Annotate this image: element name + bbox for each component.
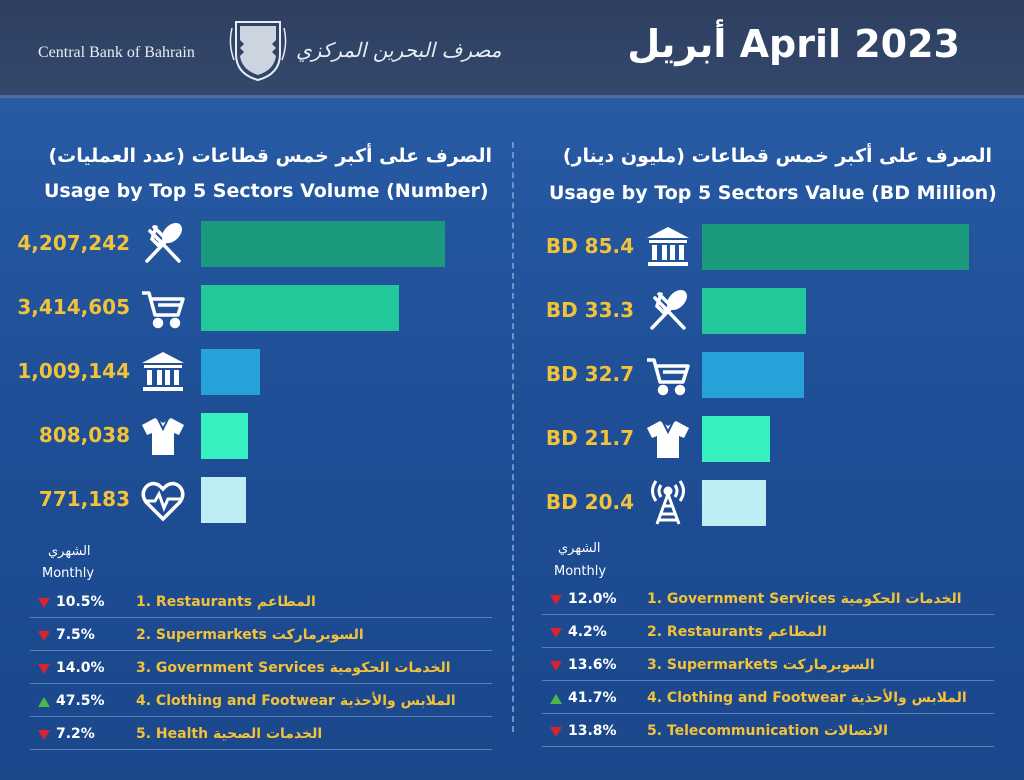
arrow-down-icon: [550, 628, 562, 638]
ranking-row: 7.2% 5. Health الخدمات الصحية: [30, 720, 492, 750]
arrow-up-icon: [38, 697, 50, 707]
ranking-label: 4. Clothing and Footwear الملابس والأحذي…: [647, 690, 967, 706]
telecom-icon: [643, 478, 693, 528]
bar-value-label: 1,009,144: [17, 359, 130, 383]
ranking-row: 13.6% 3. Supermarkets السوبرماركت: [542, 651, 994, 681]
ranking-label: 1. Government Services الخدمات الحكومية: [647, 591, 962, 607]
ranking-change: 13.8%: [568, 723, 617, 739]
bar-value-label: 3,414,605: [17, 295, 130, 319]
value-title-arabic: الصرف على أكبر خمس قطاعات (مليون دينار): [562, 145, 992, 167]
page-title: أبريل April 2023: [627, 22, 960, 66]
bar: [201, 413, 248, 459]
bar-value-label: BD 32.7: [545, 362, 634, 386]
arrow-up-icon: [550, 694, 562, 704]
bar: [201, 477, 246, 523]
cart-icon: [138, 283, 188, 333]
value-title: Usage by Top 5 Sectors Value (BD Million…: [549, 182, 997, 204]
bar-value-label: BD 85.4: [545, 234, 634, 258]
ranking-label: 5. Telecommunication الاتصالات: [647, 723, 888, 739]
ranking-label: 2. Restaurants المطاعم: [647, 624, 827, 640]
ranking-row: 4.2% 2. Restaurants المطاعم: [542, 618, 994, 648]
ranking-label: 2. Supermarkets السوبرماركت: [136, 627, 364, 643]
ranking-label: 1. Restaurants المطاعم: [136, 594, 316, 610]
volume-monthly-label-arabic: الشهري: [48, 544, 91, 559]
government-icon: [138, 347, 188, 397]
arrow-down-icon: [38, 664, 50, 674]
ranking-row: 10.5% 1. Restaurants المطاعم: [30, 588, 492, 618]
ranking-label: 5. Health الخدمات الصحية: [136, 726, 323, 742]
ranking-row: 13.8% 5. Telecommunication الاتصالات: [542, 717, 994, 747]
value-monthly-label: Monthly: [554, 564, 607, 579]
ranking-row: 14.0% 3. Government Services الخدمات الحك…: [30, 654, 492, 684]
restaurant-icon: [138, 219, 188, 269]
bar: [702, 352, 805, 398]
ranking-change: 12.0%: [568, 591, 617, 607]
arrow-down-icon: [38, 598, 50, 608]
ranking-change: 4.2%: [568, 624, 607, 640]
volume-title-arabic: الصرف على أكبر خمس قطاعات (عدد العمليات): [48, 145, 492, 167]
restaurant-icon: [643, 286, 693, 336]
bar: [702, 288, 807, 334]
ranking-label: 4. Clothing and Footwear الملابس والأحذي…: [136, 693, 456, 709]
bar: [201, 349, 260, 395]
ranking-change: 47.5%: [56, 693, 105, 709]
bank-name-arabic: مصرف البحرين المركزي: [296, 38, 502, 62]
arrow-down-icon: [38, 730, 50, 740]
bar: [702, 416, 770, 462]
cart-icon: [643, 350, 693, 400]
government-icon: [643, 222, 693, 272]
arrow-down-icon: [550, 661, 562, 671]
shirt-icon: [643, 414, 693, 464]
ranking-change: 13.6%: [568, 657, 617, 673]
ranking-change: 14.0%: [56, 660, 105, 676]
ranking-label: 3. Supermarkets السوبرماركت: [647, 657, 875, 673]
bar-value-label: 808,038: [38, 423, 130, 447]
bar-value-label: BD 21.7: [545, 426, 634, 450]
shirt-icon: [138, 411, 188, 461]
arrow-down-icon: [550, 727, 562, 737]
arrow-down-icon: [38, 631, 50, 641]
volume-title: Usage by Top 5 Sectors Volume (Number): [44, 180, 489, 202]
ranking-change: 7.2%: [56, 726, 95, 742]
ranking-row: 12.0% 1. Government Services الخدمات الحك…: [542, 585, 994, 615]
header-banner: Central Bank of Bahrain مصرف البحرين الم…: [0, 0, 1024, 98]
bar-value-label: 771,183: [38, 487, 130, 511]
bank-emblem-icon: [229, 21, 287, 82]
ranking-row: 41.7% 4. Clothing and Footwear الملابس وا…: [542, 684, 994, 714]
bar: [702, 224, 969, 270]
health-icon: [138, 475, 188, 525]
panel-divider: [512, 142, 514, 732]
value-monthly-label-arabic: الشهري: [558, 541, 601, 556]
ranking-change: 41.7%: [568, 690, 617, 706]
volume-monthly-label: Monthly: [42, 566, 95, 581]
ranking-change: 7.5%: [56, 627, 95, 643]
ranking-row: 47.5% 4. Clothing and Footwear الملابس وا…: [30, 687, 492, 717]
bar-value-label: 4,207,242: [17, 231, 130, 255]
ranking-row: 7.5% 2. Supermarkets السوبرماركت: [30, 621, 492, 651]
bar: [201, 285, 400, 331]
bar-value-label: BD 20.4: [545, 490, 634, 514]
bar: [702, 480, 766, 526]
ranking-change: 10.5%: [56, 594, 105, 610]
bar: [201, 221, 445, 267]
bar-value-label: BD 33.3: [545, 298, 634, 322]
bank-name-english: Central Bank of Bahrain: [38, 44, 195, 61]
ranking-label: 3. Government Services الخدمات الحكومية: [136, 660, 451, 676]
arrow-down-icon: [550, 595, 562, 605]
